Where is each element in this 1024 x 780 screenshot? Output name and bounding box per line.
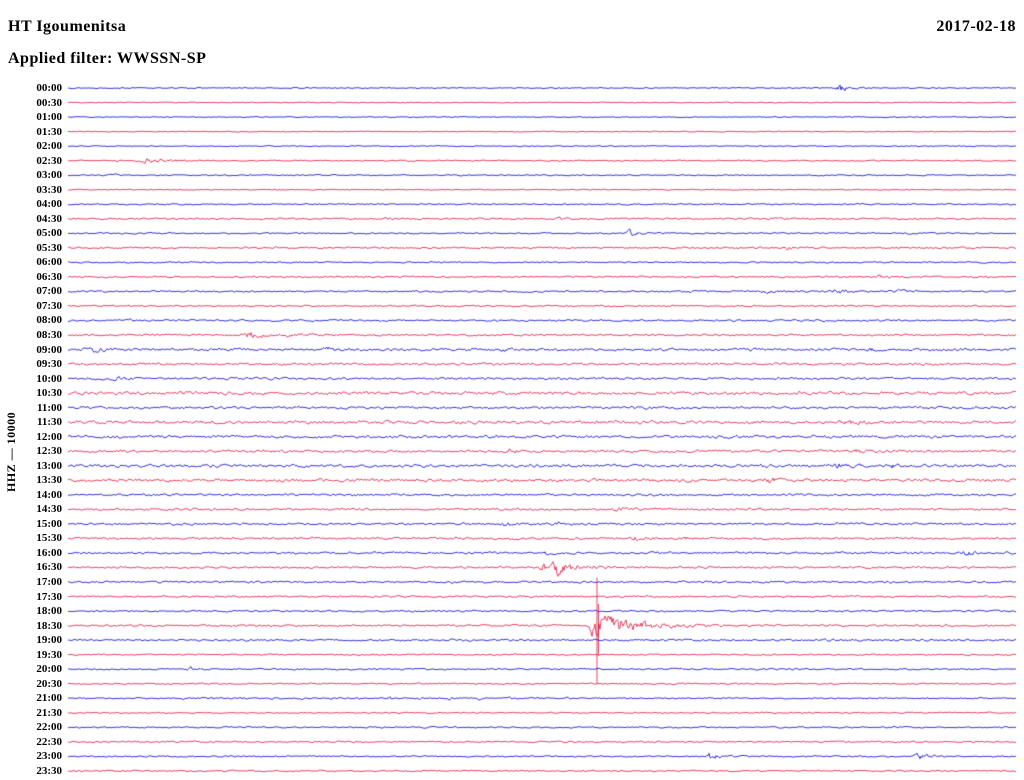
helicorder-canvas (0, 0, 1024, 780)
helicorder-page: { "header": { "station": "HT Igoumenitsa… (0, 0, 1024, 780)
